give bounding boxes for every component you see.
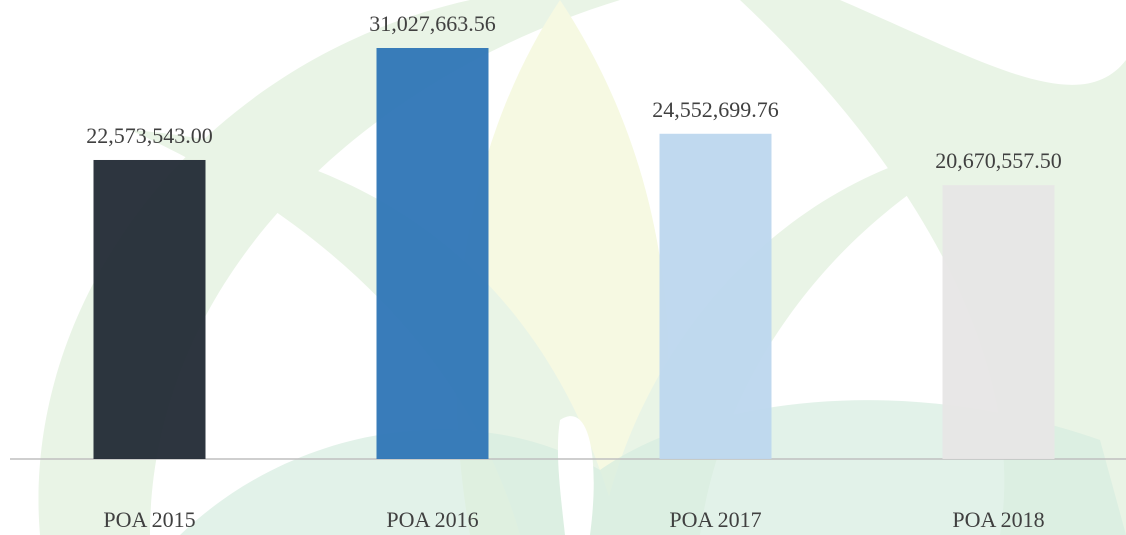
bar <box>377 48 489 459</box>
bar <box>94 160 206 459</box>
bar <box>660 134 772 459</box>
data-label: 24,552,699.76 <box>652 97 779 122</box>
data-label: 22,573,543.00 <box>86 123 213 148</box>
x-tick-label: POA 2018 <box>952 507 1044 532</box>
bar <box>943 185 1055 459</box>
x-tick-label: POA 2017 <box>669 507 761 532</box>
data-label: 31,027,663.56 <box>369 11 496 36</box>
x-tick-label: POA 2015 <box>103 507 195 532</box>
x-tick-label: POA 2016 <box>386 507 478 532</box>
chart: 22,573,543.00 POA 2015 31,027,663.56 POA 20… <box>0 0 1126 535</box>
data-label: 20,670,557.50 <box>935 148 1062 173</box>
